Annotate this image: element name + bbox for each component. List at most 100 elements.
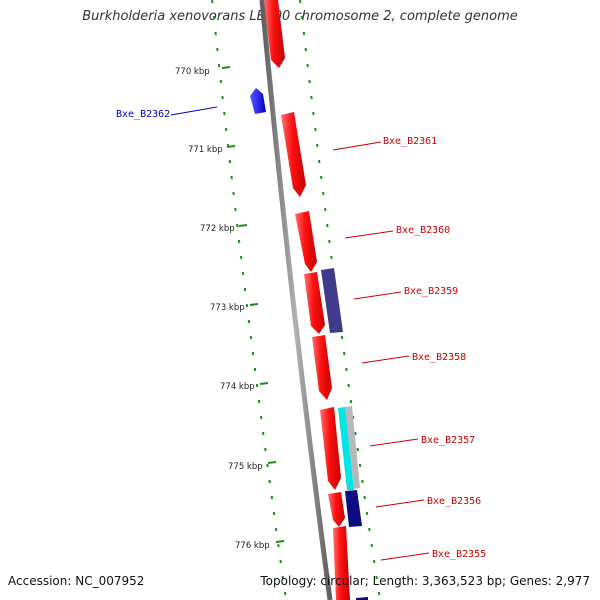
track-dot — [221, 95, 224, 100]
gene-arrow-Bxe_B2362[interactable] — [250, 88, 266, 114]
track-dot — [300, 15, 304, 20]
track-dot — [249, 335, 253, 340]
feature-cyan[interactable] — [338, 407, 354, 490]
accession-text: Accession: NC_007952 — [8, 574, 145, 588]
track-dot — [264, 447, 267, 452]
forward-genes — [264, 0, 350, 600]
track-dot — [251, 351, 255, 356]
track-dot — [270, 495, 274, 500]
track-dot — [354, 431, 357, 436]
ruler-tick — [226, 145, 236, 148]
track-dot — [239, 255, 243, 260]
track-dot — [259, 415, 263, 420]
track-dot — [243, 287, 247, 292]
track-dot — [281, 575, 285, 580]
track-dot — [361, 479, 364, 484]
track-dot — [211, 0, 214, 4]
track-dot — [326, 223, 329, 228]
feature-purple[interactable] — [321, 268, 343, 333]
track-dot — [306, 63, 309, 68]
track-dot — [230, 175, 233, 180]
gene-arrow-Bxe_B2360[interactable] — [295, 211, 317, 272]
gene-arrow-Bxe_B2359[interactable] — [304, 272, 325, 334]
track-dot — [216, 47, 219, 52]
track-dot — [304, 47, 307, 52]
gene-label[interactable]: Bxe_B2356 — [427, 496, 481, 507]
track-dot — [279, 559, 282, 564]
label-leader — [332, 141, 382, 151]
track-dot — [372, 559, 376, 564]
gene-labels: Bxe_B2362 Bxe_B2361 Bxe_B2360 Bxe_B2359 … — [116, 106, 486, 561]
track-dot — [308, 79, 311, 84]
track-dot — [236, 223, 239, 228]
track-dot — [375, 575, 378, 580]
map-title: Burkholderia xenovorans LB400 chromosome… — [82, 9, 518, 24]
gene-arrow-Bxe_B2357[interactable] — [320, 407, 341, 490]
gene-label[interactable]: Bxe_B2360 — [396, 225, 450, 236]
label-leader — [353, 291, 402, 300]
gene-arrow[interactable] — [264, 0, 285, 68]
genome-backbone — [259, 0, 333, 600]
track-dot — [363, 495, 366, 500]
track-dot — [356, 447, 359, 452]
track-dot — [283, 591, 287, 596]
ruler-label: 772 kbp — [200, 224, 235, 234]
track-dot — [214, 31, 217, 36]
ruler: 770 kbp 771 kbp 772 kbp 773 kbp 774 kbp … — [175, 66, 285, 551]
track-dot — [272, 511, 276, 516]
gene-label[interactable]: Bxe_B2361 — [383, 136, 437, 147]
gene-arrow-Bxe_B2361[interactable] — [281, 112, 306, 197]
gene-label[interactable]: Bxe_B2358 — [412, 352, 466, 363]
track-dot — [314, 127, 317, 132]
ruler-tick — [259, 382, 269, 385]
track-dot — [266, 463, 269, 468]
feature-navy[interactable] — [345, 490, 362, 527]
ruler-tick — [238, 224, 248, 227]
track-dot — [324, 207, 327, 212]
track-dot — [262, 431, 265, 436]
gene-arrow-Bxe_B2358[interactable] — [312, 335, 332, 400]
track-dot — [224, 127, 228, 132]
label-leader — [380, 552, 430, 561]
ruler-tick — [221, 66, 231, 69]
track-dot — [340, 335, 344, 340]
genome-summary: Topology: circular; Length: 3,363,523 bp… — [260, 574, 590, 588]
gene-label[interactable]: Bxe_B2359 — [404, 286, 458, 297]
feature-gray[interactable] — [345, 406, 360, 489]
label-leader — [369, 438, 419, 447]
label-leader — [344, 230, 394, 239]
track-dot — [268, 479, 271, 484]
gene-arrow-Bxe_B2355[interactable] — [333, 526, 350, 600]
feature-navy-small[interactable] — [356, 597, 368, 600]
gene-label[interactable]: Bxe_B2357 — [421, 435, 475, 446]
track-dot — [318, 159, 321, 164]
gene-label[interactable]: Bxe_B2355 — [432, 549, 486, 560]
label-leader — [361, 355, 410, 364]
track-dot — [328, 239, 331, 244]
ruler-label: 775 kbp — [228, 462, 263, 472]
track-dot — [219, 79, 223, 84]
track-dot — [322, 191, 325, 196]
ruler-track — [211, 0, 287, 596]
track-dot — [330, 255, 333, 260]
track-dot — [274, 527, 278, 532]
track-dot — [223, 111, 226, 116]
track-dot — [247, 319, 251, 324]
track-dot — [349, 399, 353, 404]
track-dot — [245, 303, 249, 308]
gene-arrow-Bxe_B2356[interactable] — [328, 492, 345, 527]
track-dot — [257, 399, 261, 404]
ruler-label: 776 kbp — [235, 541, 270, 551]
ruler-label: 774 kbp — [220, 382, 255, 392]
track-dot — [370, 543, 373, 548]
track-dot — [234, 207, 237, 212]
track-dot — [310, 95, 313, 100]
track-dot — [368, 527, 371, 532]
track-dot — [241, 271, 245, 276]
track-dot — [228, 159, 232, 164]
gene-label[interactable]: Bxe_B2362 — [116, 109, 170, 120]
ruler-tick — [275, 540, 285, 543]
track-dot — [253, 367, 257, 372]
track-dot — [212, 15, 216, 20]
